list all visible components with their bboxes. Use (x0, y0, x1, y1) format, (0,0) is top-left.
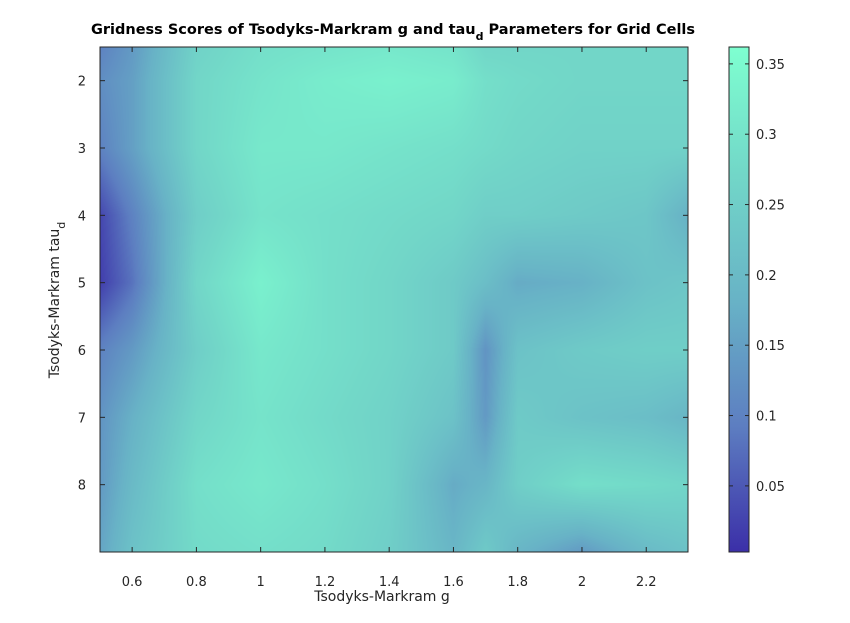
x-tick-label: 0.8 (186, 575, 207, 590)
y-tick-label: 8 (78, 479, 86, 494)
x-tick-label: 2 (578, 575, 586, 590)
y-tick-label: 5 (78, 277, 86, 292)
y-tick-label: 2 (78, 75, 86, 90)
chart-title-rest: Parameters for Grid Cells (484, 22, 696, 38)
colorbar-tick-label: 0.2 (756, 269, 777, 284)
chart-title: Gridness Scores of Tsodyks-Markram g and… (91, 22, 695, 43)
x-tick-label: 1.6 (443, 575, 464, 590)
colorbar-tick-label: 0.15 (756, 339, 785, 354)
x-tick-label: 1.8 (507, 575, 528, 590)
x-tick-label: 1.2 (315, 575, 336, 590)
y-tick-label: 7 (78, 411, 86, 426)
x-axis-title: Tsodyks-Markram g (313, 589, 450, 605)
x-axis: 0.6 0.8 1 1.2 1.4 1.6 1.8 2 2.2 (122, 47, 657, 590)
colorbar-tick-label: 0.3 (756, 128, 777, 143)
x-tick-label: 2.2 (636, 575, 657, 590)
chart-title-subscript: d (476, 30, 484, 43)
colorbar-gradient (729, 47, 749, 552)
plot-frame (99, 46, 689, 553)
heatmap-surface (100, 47, 688, 552)
colorbar-tick-label: 0.35 (756, 58, 785, 73)
x-tick-label: 0.6 (122, 575, 143, 590)
y-axis-title-subscript: d (55, 222, 68, 229)
y-tick-label: 6 (78, 344, 86, 359)
y-axis-title-main: Tsodyks-Markram tau (47, 229, 63, 380)
y-axis-title: Tsodyks-Markram taud (47, 222, 68, 380)
y-tick-label: 3 (78, 142, 86, 157)
chart-title-main: Gridness Scores of Tsodyks-Markram g and… (91, 22, 476, 38)
colorbar: 0.05 0.1 0.15 0.2 0.25 0.3 0.35 (728, 46, 785, 553)
heatmap-plot-area: 0.6 0.8 1 1.2 1.4 1.6 1.8 2 2.2 2 3 4 5 6 7 8 (78, 46, 689, 590)
colorbar-tick-label: 0.05 (756, 480, 785, 495)
y-tick-label: 4 (78, 209, 86, 224)
colorbar-tick-label: 0.1 (756, 410, 777, 425)
colorbar-tick-label: 0.25 (756, 199, 785, 214)
x-tick-label: 1.4 (379, 575, 400, 590)
y-axis: 2 3 4 5 6 7 8 (78, 75, 688, 494)
x-tick-label: 1 (257, 575, 265, 590)
colorbar-ticks: 0.05 0.1 0.15 0.2 0.25 0.3 0.35 (729, 58, 785, 495)
colorbar-frame (728, 46, 750, 553)
